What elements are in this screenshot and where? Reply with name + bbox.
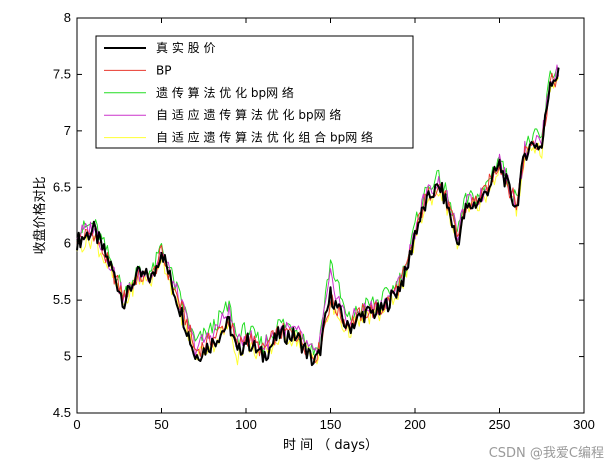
series-layer <box>76 64 560 367</box>
x-tick-label: 150 <box>320 417 342 432</box>
y-tick-label: 7.5 <box>53 66 71 81</box>
y-tick-label: 8 <box>64 10 71 25</box>
x-tick-label: 200 <box>404 417 426 432</box>
y-tick-label: 5 <box>64 349 71 364</box>
legend-label: 自 适 应 遗 传 算 法 优 化 组 合 bp网 络 <box>156 130 373 145</box>
watermark: CSDN @我爱C编程 <box>489 446 604 461</box>
y-axis-title: 收盘价格对比 <box>32 176 48 254</box>
y-tick-label: 7 <box>64 123 71 138</box>
x-tick-label: 50 <box>154 417 168 432</box>
legend-label: 真 实 股 价 <box>156 40 215 55</box>
y-tick-label: 6.5 <box>53 179 71 194</box>
series-line-0 <box>76 67 560 367</box>
x-tick-label: 0 <box>73 417 80 432</box>
legend: 真 实 股 价 BP 遗 传 算 法 优 化 bp网 络自 适 应 遗 传 算 法 … <box>95 35 414 149</box>
x-axis-title: 时 间 （ days） <box>283 438 378 453</box>
x-tick-label: 250 <box>489 417 511 432</box>
y-tick-label: 5.5 <box>53 292 71 307</box>
legend-box <box>95 35 414 149</box>
y-tick-label: 4.5 <box>53 405 71 420</box>
y-tick-label: 6 <box>64 236 71 251</box>
legend-label: 自 适 应 遗 传 算 法 优 化 bp网 络 <box>156 107 341 122</box>
legend-label: 遗 传 算 法 优 化 bp网 络 <box>156 85 294 100</box>
legend-label: BP <box>156 63 171 77</box>
x-tick-label: 300 <box>573 417 595 432</box>
x-tick-label: 100 <box>235 417 257 432</box>
ticks-layer: 0 50 100 150 200 250 300 4.5 5 5.5 6 6.5 7 7.5 8 <box>53 10 595 432</box>
